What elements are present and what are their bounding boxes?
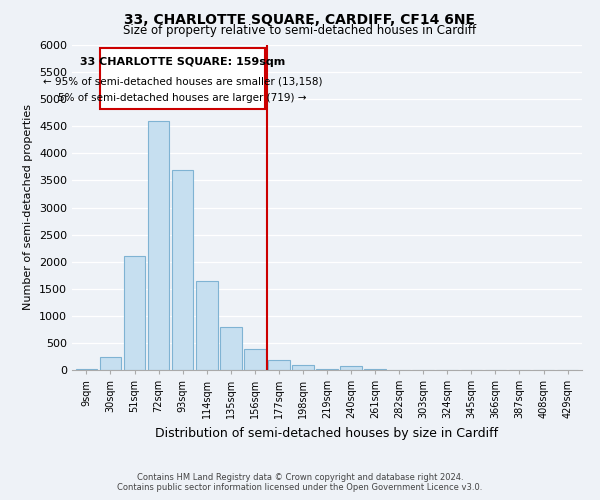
Y-axis label: Number of semi-detached properties: Number of semi-detached properties	[23, 104, 34, 310]
Text: 33, CHARLOTTE SQUARE, CARDIFF, CF14 6NE: 33, CHARLOTTE SQUARE, CARDIFF, CF14 6NE	[125, 12, 476, 26]
Bar	[340, 366, 362, 370]
Text: 33 CHARLOTTE SQUARE: 159sqm: 33 CHARLOTTE SQUARE: 159sqm	[80, 56, 285, 66]
Bar	[196, 280, 218, 370]
Text: Size of property relative to semi-detached houses in Cardiff: Size of property relative to semi-detach…	[124, 24, 476, 37]
Text: 5% of semi-detached houses are larger (719) →: 5% of semi-detached houses are larger (7…	[58, 93, 307, 103]
Bar	[76, 369, 97, 370]
Bar	[292, 364, 314, 370]
Bar	[316, 369, 338, 370]
Bar	[220, 326, 242, 370]
Bar	[148, 121, 169, 370]
Bar	[244, 350, 266, 370]
Text: ← 95% of semi-detached houses are smaller (13,158): ← 95% of semi-detached houses are smalle…	[43, 76, 322, 86]
Bar	[100, 357, 121, 370]
FancyBboxPatch shape	[100, 48, 265, 109]
Bar	[268, 360, 290, 370]
Text: Contains HM Land Registry data © Crown copyright and database right 2024.
Contai: Contains HM Land Registry data © Crown c…	[118, 473, 482, 492]
Bar	[124, 256, 145, 370]
X-axis label: Distribution of semi-detached houses by size in Cardiff: Distribution of semi-detached houses by …	[155, 426, 499, 440]
Bar	[172, 170, 193, 370]
